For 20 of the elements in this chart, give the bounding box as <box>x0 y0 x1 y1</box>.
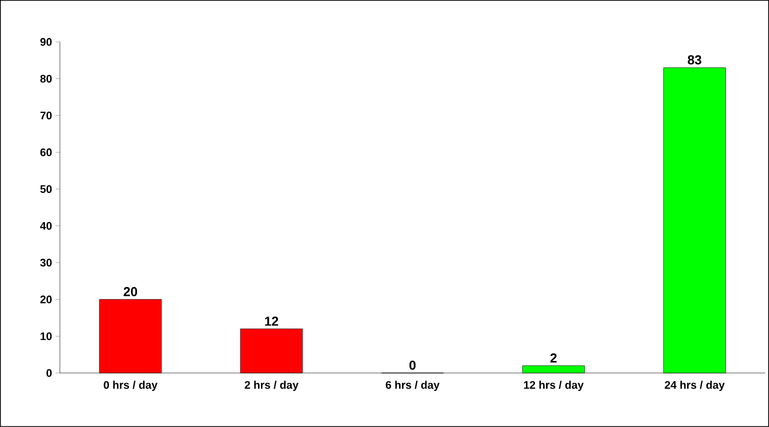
y-tick-label: 30 <box>40 258 52 267</box>
x-tick-label: 24 hrs / day <box>664 380 725 392</box>
x-tick-label: 0 hrs / day <box>104 380 158 392</box>
data-label: 20 <box>124 287 138 296</box>
y-tick-label: 90 <box>40 38 52 46</box>
x-tick-label: 2 hrs / day <box>244 380 299 392</box>
data-label: 83 <box>688 55 702 65</box>
y-tick-label: 10 <box>40 332 52 340</box>
y-tick-label: 40 <box>40 222 52 230</box>
y-tick-label: 80 <box>40 74 52 83</box>
y-tick-label: 20 <box>40 296 52 304</box>
y-tick-label: 50 <box>40 185 52 193</box>
y-tick-label: 60 <box>40 148 52 156</box>
y-tick-label: 0 <box>46 369 52 377</box>
y-tick-label: 70 <box>40 112 52 120</box>
x-tick-label: 12 hrs / day <box>524 380 584 392</box>
data-label: 0 <box>409 360 416 370</box>
x-tick-label: 6 hrs / day <box>386 380 440 392</box>
data-label: 2 <box>550 353 557 362</box>
data-label: 12 <box>265 316 278 326</box>
